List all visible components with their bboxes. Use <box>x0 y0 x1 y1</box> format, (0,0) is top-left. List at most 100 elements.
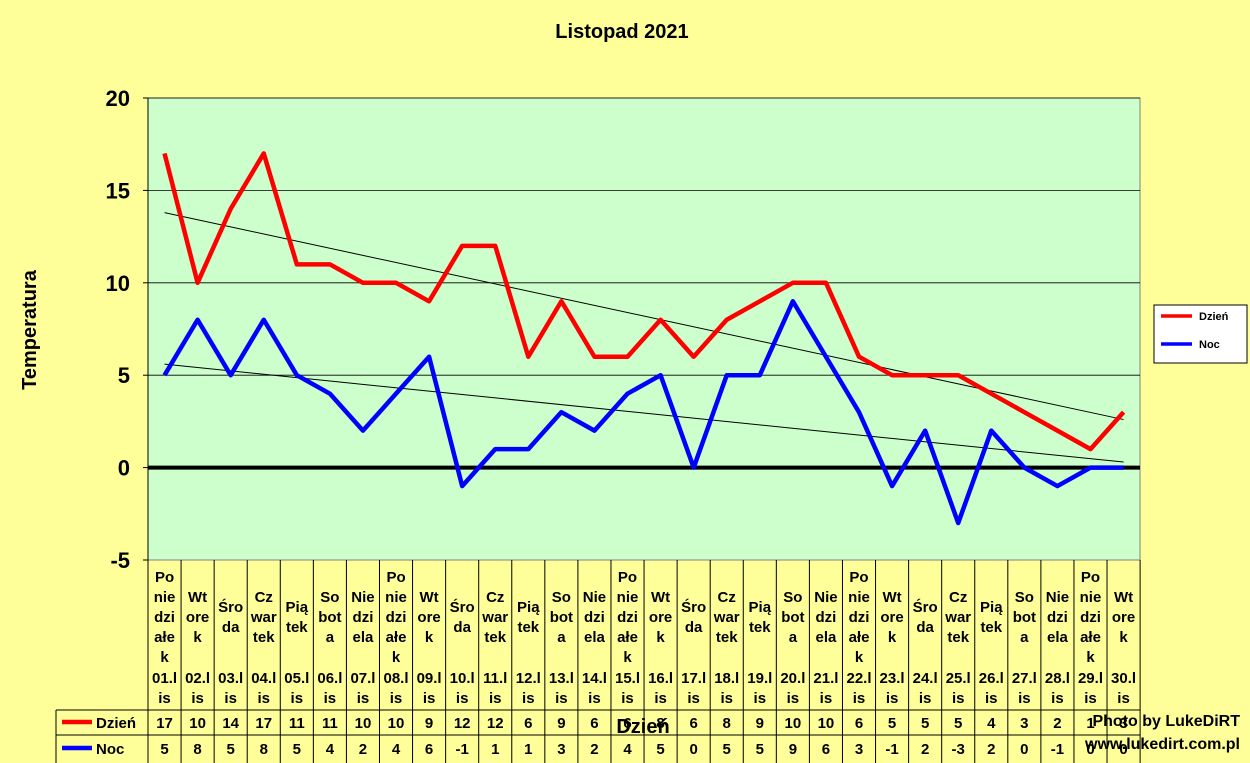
category-label: k <box>1119 629 1128 646</box>
data-table-cell: -1 <box>455 741 468 758</box>
y-tick-label: 10 <box>106 271 130 296</box>
data-table-cell: 5 <box>756 741 764 758</box>
category-date-label: is <box>720 690 733 707</box>
plot-area: -5 0 5 10 15 20 <box>106 86 1141 573</box>
category-label: ałe <box>849 629 870 646</box>
series-line-noc <box>162 299 1124 526</box>
data-table-cell: 6 <box>425 741 433 758</box>
legend-label: Dzień <box>1199 311 1229 323</box>
category-label: ore <box>649 609 672 626</box>
category-date-label: is <box>754 690 767 707</box>
data-table-cell: 4 <box>392 741 401 758</box>
category-label: a <box>1020 629 1029 646</box>
data-table-cell: 11 <box>322 715 338 732</box>
category-label: Wt <box>882 589 901 606</box>
data-table-cell: 6 <box>623 715 631 732</box>
category-date-label: is <box>853 690 866 707</box>
legend-label: Noc <box>1199 339 1220 351</box>
category-date-label: is <box>324 690 337 707</box>
data-table-cell: 5 <box>954 715 962 732</box>
category-label: Po <box>155 569 174 586</box>
category-date-label: is <box>654 690 667 707</box>
data-table-cell: 10 <box>388 715 405 732</box>
data-table-cell: 12 <box>487 715 504 732</box>
category-label: Pią <box>980 599 1003 616</box>
table-series-name: Noc <box>96 741 124 758</box>
category-date-label: is <box>687 690 700 707</box>
data-table-cell: 8 <box>260 741 268 758</box>
category-label: war <box>713 609 740 626</box>
y-tick-label: 15 <box>106 178 130 203</box>
category-date-label: 10.l <box>450 670 475 687</box>
data-table-cell: 5 <box>656 741 664 758</box>
category-label: ałe <box>617 629 638 646</box>
category-label: bot <box>1013 609 1036 626</box>
category-label: ore <box>1112 609 1135 626</box>
category-label: ałe <box>1080 629 1101 646</box>
category-label: k <box>1086 649 1095 666</box>
category-label: dzi <box>849 609 870 626</box>
category-date-label: is <box>919 690 932 707</box>
x-axis-label: Dzień <box>616 716 669 738</box>
category-date-label: 07.l <box>350 670 375 687</box>
category-date-label: 14.l <box>582 670 607 687</box>
data-table-cell: 3 <box>1020 715 1028 732</box>
category-label: k <box>855 649 864 666</box>
category-label: tek <box>484 629 506 646</box>
category-label: dzi <box>1047 609 1068 626</box>
data-table-cell: 10 <box>818 715 835 732</box>
category-date-label: 18.l <box>714 670 739 687</box>
category-date-label: is <box>820 690 833 707</box>
category-date-label: 22.l <box>846 670 871 687</box>
category-label: dzi <box>1080 609 1101 626</box>
category-date-label: is <box>1084 690 1097 707</box>
data-table-cell: 8 <box>193 741 201 758</box>
category-date-label: 13.l <box>549 670 574 687</box>
category-date-label: 23.l <box>880 670 905 687</box>
data-table-cell: 10 <box>189 715 206 732</box>
data-table-cell: 6 <box>855 715 863 732</box>
data-table: Poniedziałek01.lisWtorek02.lisŚroda03.li… <box>55 560 1141 763</box>
category-label: Nie <box>351 589 374 606</box>
data-table-cell: 10 <box>785 715 802 732</box>
category-date-label: is <box>985 690 998 707</box>
category-date-label: 09.l <box>417 670 442 687</box>
category-label: k <box>888 629 897 646</box>
category-date-label: 08.l <box>384 670 409 687</box>
category-label: Cz <box>255 589 273 606</box>
trendline-dzień <box>164 212 1124 421</box>
credit-website: www.lukedirt.com.pl <box>1084 736 1240 753</box>
category-label: So <box>783 589 802 606</box>
category-label: a <box>789 629 798 646</box>
category-date-label: is <box>191 690 204 707</box>
data-table-cell: 3 <box>855 741 863 758</box>
category-label: Po <box>618 569 637 586</box>
category-label: nie <box>1080 589 1102 606</box>
category-label: Nie <box>1046 589 1069 606</box>
category-label: Śro <box>218 598 243 616</box>
data-table-cell: 4 <box>326 741 335 758</box>
data-table-cell: 0 <box>1086 741 1094 758</box>
category-date-label: is <box>952 690 965 707</box>
category-label: Wt <box>188 589 207 606</box>
category-label: bot <box>550 609 573 626</box>
category-label: dzi <box>617 609 638 626</box>
data-table-cell: 17 <box>156 715 173 732</box>
data-table-cell: 9 <box>756 715 764 732</box>
legend: Dzień Noc <box>1153 304 1248 364</box>
data-table-cell: 5 <box>888 715 896 732</box>
data-table-cell: 6 <box>590 715 598 732</box>
data-table-cell: 0 <box>689 741 697 758</box>
data-table-cell: 4 <box>623 741 632 758</box>
trendline-noc <box>164 363 1124 463</box>
data-table-cell: 5 <box>921 715 929 732</box>
category-label: nie <box>848 589 870 606</box>
category-date-label: 19.l <box>747 670 772 687</box>
category-label: ore <box>880 609 903 626</box>
data-table-cell: 2 <box>921 741 929 758</box>
data-table-cell: 8 <box>656 715 664 732</box>
y-tick-label: 0 <box>118 456 130 481</box>
category-label: ela <box>353 629 375 646</box>
category-date-label: 04.l <box>251 670 276 687</box>
category-label: a <box>326 629 335 646</box>
